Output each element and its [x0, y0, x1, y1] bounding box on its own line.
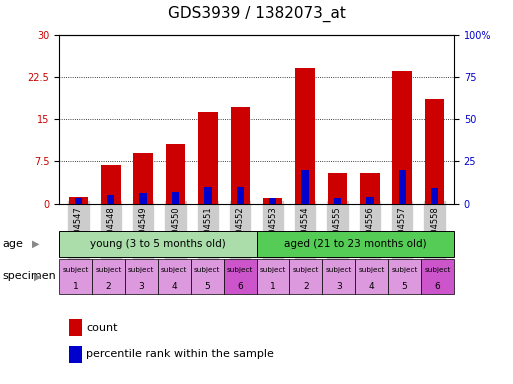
Bar: [158, 259, 191, 294]
Bar: [301, 170, 309, 204]
Text: age: age: [3, 239, 24, 249]
Bar: [256, 259, 289, 294]
Bar: [191, 259, 224, 294]
Text: GDS3939 / 1382073_at: GDS3939 / 1382073_at: [168, 6, 345, 22]
Bar: [133, 153, 153, 204]
Text: specimen: specimen: [3, 271, 56, 281]
Text: 2: 2: [106, 281, 111, 291]
Text: 6: 6: [237, 281, 243, 291]
Bar: [431, 188, 438, 204]
Bar: [366, 197, 373, 204]
Bar: [263, 198, 282, 204]
Bar: [125, 259, 158, 294]
Bar: [204, 187, 212, 204]
Bar: [231, 107, 250, 204]
Bar: [425, 99, 444, 204]
Text: subject: subject: [95, 267, 122, 273]
Bar: [388, 259, 421, 294]
Text: subject: subject: [260, 267, 286, 273]
Bar: [59, 259, 92, 294]
Text: 6: 6: [435, 281, 441, 291]
Text: 1: 1: [270, 281, 276, 291]
Text: subject: subject: [391, 267, 418, 273]
Text: 4: 4: [369, 281, 374, 291]
Text: count: count: [86, 323, 117, 333]
Text: 1: 1: [72, 281, 78, 291]
Bar: [322, 259, 355, 294]
Bar: [360, 172, 380, 204]
Text: percentile rank within the sample: percentile rank within the sample: [86, 349, 274, 359]
Bar: [236, 187, 244, 204]
Bar: [256, 231, 454, 257]
Text: aged (21 to 23 months old): aged (21 to 23 months old): [284, 239, 427, 249]
Bar: [107, 195, 114, 204]
Text: 3: 3: [139, 281, 144, 291]
Text: 5: 5: [402, 281, 407, 291]
Text: 4: 4: [171, 281, 177, 291]
Text: subject: subject: [227, 267, 253, 273]
Text: subject: subject: [326, 267, 352, 273]
Bar: [289, 259, 322, 294]
Bar: [59, 231, 256, 257]
Text: subject: subject: [359, 267, 385, 273]
Text: 5: 5: [204, 281, 210, 291]
Bar: [334, 198, 341, 204]
Text: subject: subject: [424, 267, 451, 273]
Bar: [69, 197, 88, 204]
Text: subject: subject: [128, 267, 154, 273]
Bar: [269, 198, 277, 204]
Bar: [166, 144, 185, 204]
Bar: [140, 192, 147, 204]
Bar: [172, 192, 179, 204]
Bar: [295, 68, 315, 204]
Text: subject: subject: [293, 267, 319, 273]
Text: subject: subject: [161, 267, 187, 273]
Text: subject: subject: [62, 267, 89, 273]
Bar: [75, 199, 82, 204]
Bar: [224, 259, 256, 294]
Bar: [392, 71, 412, 204]
Bar: [198, 112, 218, 204]
Bar: [421, 259, 454, 294]
Bar: [101, 165, 121, 204]
Text: young (3 to 5 months old): young (3 to 5 months old): [90, 239, 226, 249]
Bar: [355, 259, 388, 294]
Text: 2: 2: [303, 281, 309, 291]
Bar: [92, 259, 125, 294]
Bar: [399, 170, 406, 204]
Text: subject: subject: [194, 267, 220, 273]
Text: ▶: ▶: [34, 271, 42, 281]
Bar: [328, 172, 347, 204]
Text: ▶: ▶: [32, 239, 40, 249]
Text: 3: 3: [336, 281, 342, 291]
